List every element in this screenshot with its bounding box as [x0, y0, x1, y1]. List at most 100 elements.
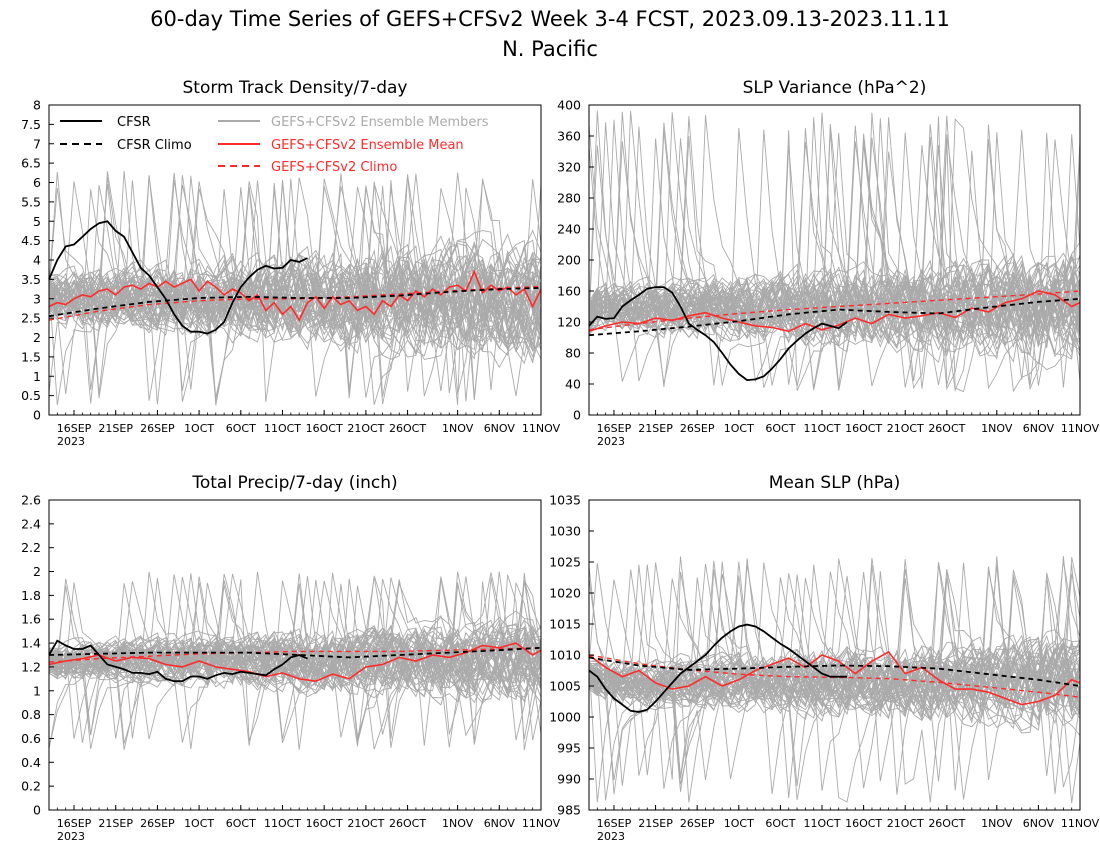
y-tick-label: 2.6 — [21, 493, 41, 508]
y-tick-label: 985 — [557, 803, 581, 818]
member-line — [48, 582, 542, 743]
members-total-precip — [48, 571, 542, 750]
y-tick-label: 1.8 — [21, 588, 41, 603]
member-line — [588, 270, 1081, 391]
plot-frame-total-precip — [48, 499, 542, 811]
y-tick-label: 6 — [33, 175, 41, 190]
panel-title-storm-track-density: Storm Track Density/7-day — [183, 78, 408, 98]
member-line — [48, 187, 542, 399]
y-tick-label: 1000 — [549, 710, 581, 725]
series-cfsr-climo-total-precip — [48, 646, 542, 659]
member-line — [48, 180, 542, 399]
legend-label-cfsr-climo: CFSR Climo — [117, 138, 192, 153]
y-tick-label: 0 — [573, 408, 581, 423]
x-tick-label: 11NOV — [1061, 422, 1100, 435]
series-ens-mean-storm-track-density — [48, 269, 542, 322]
y-tick-label: 8 — [33, 98, 41, 113]
y-tick-label: 1020 — [549, 586, 581, 601]
y-tick-label: 5 — [33, 214, 41, 229]
y-tick-label: 0 — [33, 408, 41, 423]
x-tick-label: 21OCT — [347, 817, 384, 830]
y-tick-label: 0.2 — [21, 779, 41, 794]
x-tick-label: 16SEP — [597, 422, 632, 435]
x-tick-label: 16OCT — [845, 422, 882, 435]
x-tick-label: 26SEP — [680, 817, 715, 830]
x-tick-label: 16SEP — [57, 817, 92, 830]
series-ens-mean-mean-slp — [588, 650, 1081, 706]
x-year-label: 2023 — [597, 830, 625, 843]
member-line — [588, 150, 1081, 344]
x-tick-label: 16SEP — [57, 422, 92, 435]
member-line — [588, 112, 1081, 339]
x-tick-label: 6OCT — [765, 817, 795, 830]
member-line — [48, 174, 542, 364]
member-line — [588, 257, 1081, 348]
member-line — [588, 637, 1081, 795]
member-line — [48, 625, 542, 750]
series-cfsr-slp-variance — [588, 286, 848, 382]
y-tick-label: 1025 — [549, 555, 581, 570]
y-tick-label: 6.5 — [21, 156, 41, 171]
panel-total-precip: Total Precip/7-day (inch)00.20.40.60.811… — [21, 473, 560, 843]
figure-subtitle: N. Pacific — [502, 37, 598, 61]
x-tick-label: 21SEP — [98, 422, 133, 435]
x-tick-label: 6OCT — [226, 422, 256, 435]
x-tick-label: 26SEP — [140, 817, 175, 830]
y-tick-label: 120 — [557, 315, 581, 330]
x-tick-label: 6OCT — [226, 817, 256, 830]
x-tick-label: 6NOV — [1023, 422, 1055, 435]
y-tick-label: 1030 — [549, 524, 581, 539]
y-tick-label: 0.4 — [21, 755, 41, 770]
legend-label-ens-mean: GEFS+CFSv2 Ensemble Mean — [271, 138, 464, 153]
x-tick-label: 1OCT — [724, 817, 754, 830]
x-tick-label: 26OCT — [389, 817, 426, 830]
member-line — [48, 571, 542, 750]
x-year-label: 2023 — [57, 830, 85, 843]
member-line — [588, 115, 1081, 387]
x-tick-label: 6NOV — [1023, 817, 1055, 830]
x-tick-label: 6NOV — [484, 817, 516, 830]
y-tick-label: 1.4 — [21, 636, 41, 651]
y-tick-label: 995 — [557, 741, 581, 756]
y-tick-label: 1.6 — [21, 612, 41, 627]
member-line — [588, 644, 1081, 724]
series-ens-mean-slp-variance — [588, 290, 1081, 333]
x-tick-label: 6NOV — [484, 422, 516, 435]
x-tick-label: 11OCT — [803, 817, 840, 830]
y-tick-label: 280 — [557, 191, 581, 206]
member-line — [588, 124, 1081, 390]
y-tick-label: 5.5 — [21, 194, 41, 209]
x-tick-label: 26SEP — [680, 422, 715, 435]
x-tick-label: 16OCT — [306, 817, 343, 830]
y-tick-label: 7 — [33, 136, 41, 151]
x-tick-label: 6OCT — [765, 422, 795, 435]
x-tick-label: 16SEP — [597, 817, 632, 830]
members-slp-variance — [588, 110, 1081, 393]
member-line — [48, 170, 542, 402]
y-tick-label: 0.5 — [21, 388, 41, 403]
member-line — [48, 583, 542, 739]
x-tick-label: 21OCT — [347, 422, 384, 435]
y-tick-label: 990 — [557, 772, 581, 787]
panel-storm-track-density: Storm Track Density/7-day 0 0.5 1 1.5 2 2.5 3 3.… — [21, 78, 560, 448]
x-tick-label: 11OCT — [264, 422, 301, 435]
panels-container: Storm Track Density/7-day 0 0.5 1 1.5 2 2.5 3 3.… — [21, 78, 1099, 843]
x-tick-label: 11OCT — [803, 422, 840, 435]
y-tick-label: 1005 — [549, 679, 581, 694]
y-tick-label: 1010 — [549, 648, 581, 663]
member-line — [588, 566, 1081, 721]
member-line — [588, 568, 1081, 794]
x-tick-label: 26OCT — [928, 817, 965, 830]
x-tick-label: 11OCT — [264, 817, 301, 830]
y-tick-label: 1.5 — [21, 349, 41, 364]
panel-title-slp-variance: SLP Variance (hPa^2) — [743, 78, 927, 98]
x-tick-label: 21SEP — [638, 422, 673, 435]
member-line — [588, 144, 1081, 393]
x-tick-label: 1NOV — [981, 817, 1013, 830]
y-tick-label: 7.5 — [21, 117, 41, 132]
x-tick-label: 21OCT — [887, 817, 924, 830]
y-tick-label: 4.5 — [21, 233, 41, 248]
member-line — [48, 576, 542, 747]
legend-label-cfsr: CFSR — [117, 115, 151, 130]
y-tick-label: 2 — [33, 564, 41, 579]
